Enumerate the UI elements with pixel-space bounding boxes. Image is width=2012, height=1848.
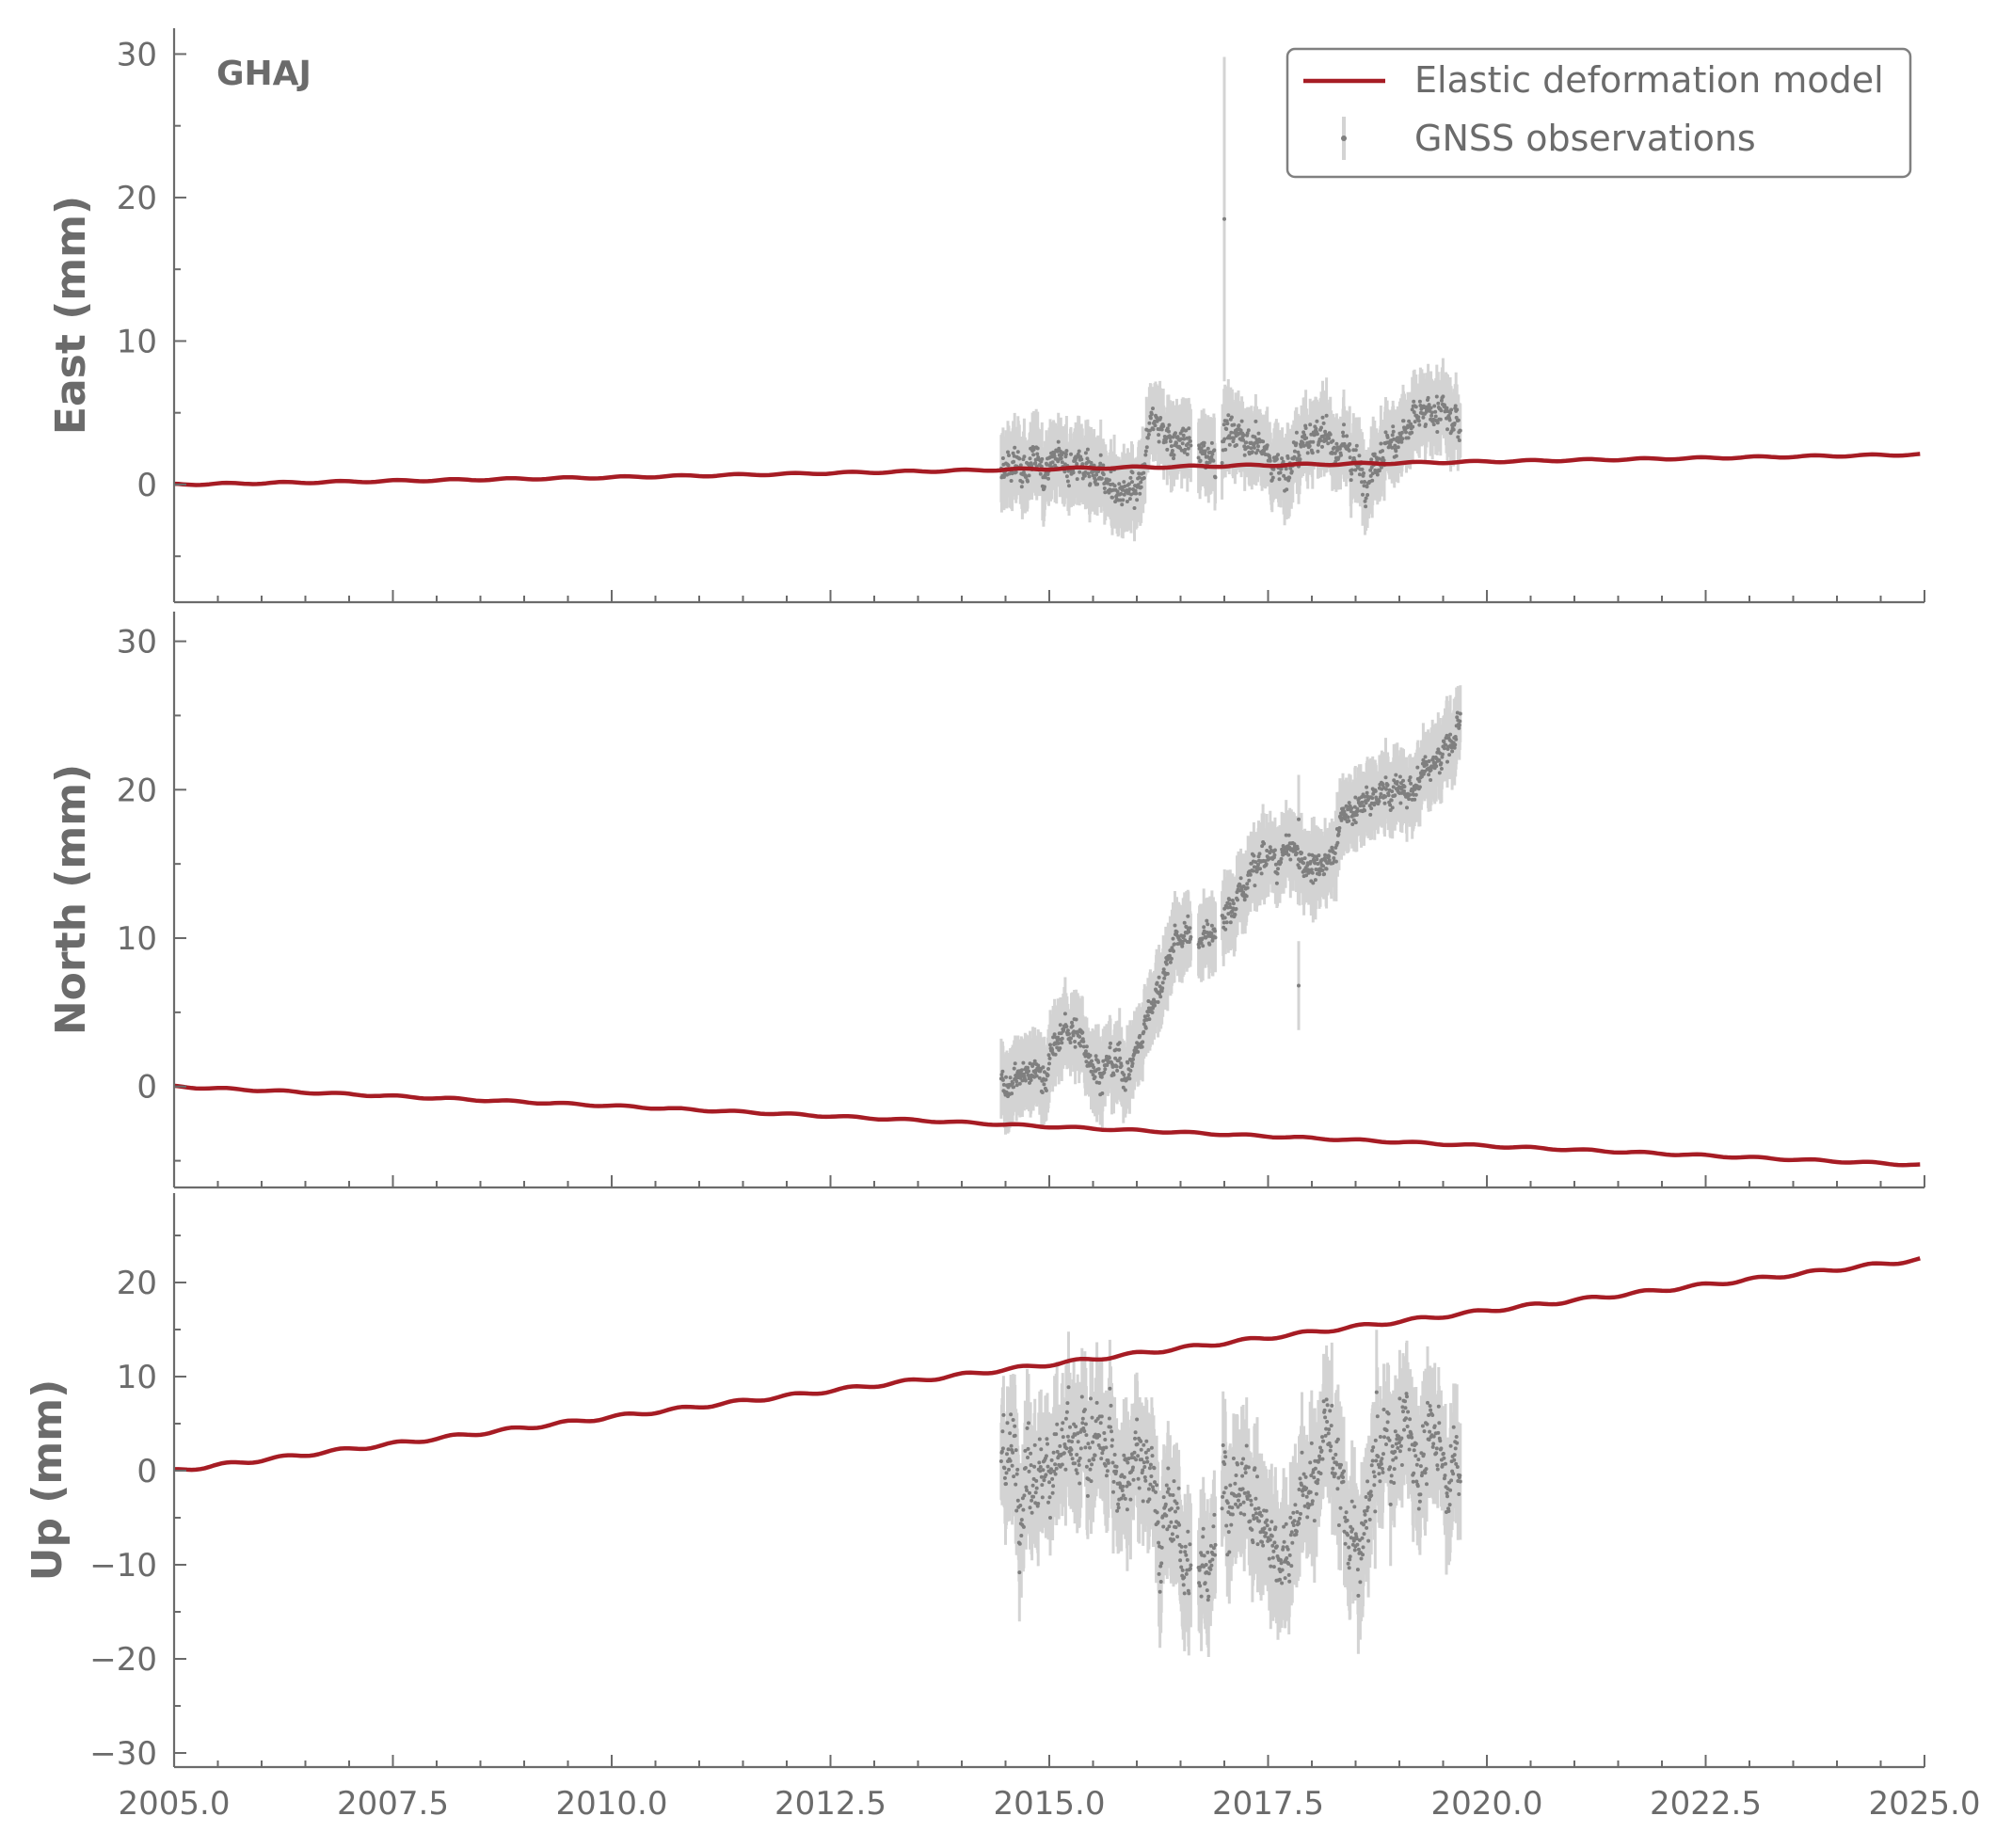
x-tick-label: 2025.0	[1869, 1785, 1981, 1823]
obs-error-bars	[999, 685, 1462, 1135]
y-axis-label: East (mm)	[47, 196, 95, 435]
x-tick-label: 2022.5	[1650, 1785, 1762, 1823]
station-label: GHAJ	[216, 55, 311, 93]
panel-3: −30 −20 −10 0 10 20 Up (mm)	[24, 1193, 1925, 1773]
x-tick-label: 2015.0	[994, 1785, 1106, 1823]
gnss-observations	[998, 685, 1462, 1135]
model-line	[173, 1083, 1921, 1168]
panel-2: 0 10 20 30 North (mm)	[47, 612, 1925, 1189]
x-tick-label: 2007.5	[337, 1785, 449, 1823]
y-tick-label: 20	[117, 1265, 157, 1302]
y-tick-label: 30	[117, 36, 157, 73]
model-line	[173, 452, 1921, 487]
panel-1: 0 10 20 30 East (mm)	[47, 28, 1925, 604]
y-tick-label: 0	[136, 1453, 157, 1490]
y-axis-label: Up (mm)	[24, 1379, 72, 1581]
y-tick-label: −20	[89, 1641, 157, 1679]
y-tick-label: −10	[89, 1547, 157, 1585]
x-tick-label: 2012.5	[774, 1785, 886, 1823]
legend-box	[1285, 47, 1912, 179]
legend: Elastic deformation model GNSS observatio…	[1285, 47, 1912, 179]
obs-points	[998, 1385, 1462, 1602]
y-axis-label: North (mm)	[47, 764, 95, 1035]
y-tick-label: 10	[117, 323, 157, 360]
legend-model-label: Elastic deformation model	[1414, 59, 1884, 101]
y-tick-label: 0	[136, 467, 157, 504]
y-tick-label: 20	[117, 772, 157, 809]
y-tick-label: 20	[117, 180, 157, 217]
x-tick-label: 2017.5	[1212, 1785, 1324, 1823]
y-tick-label: −30	[89, 1735, 157, 1773]
x-tick-label: 2005.0	[119, 1785, 231, 1823]
y-tick-label: 10	[117, 920, 157, 958]
legend-obs-point	[1341, 135, 1347, 141]
obs-points	[998, 710, 1462, 1099]
x-tick-label: 2010.0	[556, 1785, 668, 1823]
y-tick-label: 10	[117, 1359, 157, 1396]
model-line	[174, 1256, 1921, 1473]
gnss-observations	[998, 1330, 1462, 1657]
legend-obs-label: GNSS observations	[1414, 118, 1756, 159]
y-tick-label: 30	[117, 624, 157, 661]
x-tick-label: 2020.0	[1431, 1785, 1543, 1823]
y-tick-label: 0	[136, 1069, 157, 1107]
